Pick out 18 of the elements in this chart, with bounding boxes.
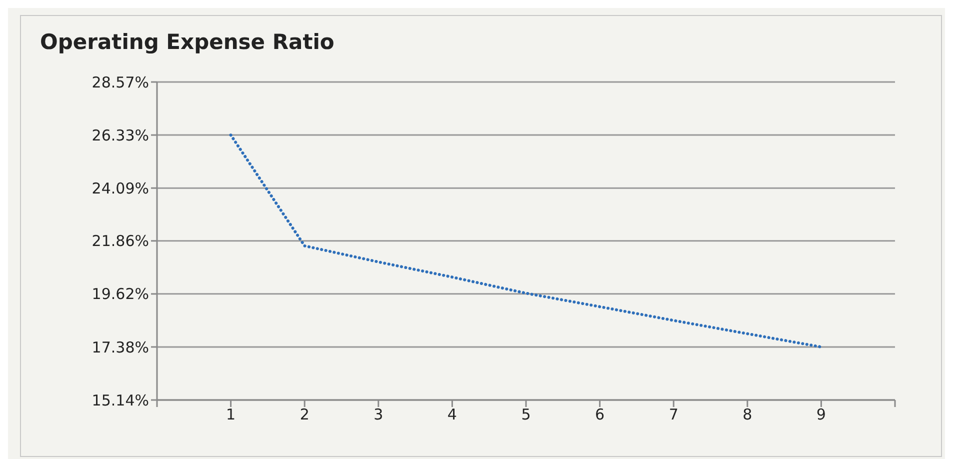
y-tick-label: 15.14% (92, 391, 149, 410)
y-tick-label: 26.33% (92, 126, 149, 144)
x-tick-label: 1 (226, 406, 236, 424)
x-tick-label: 3 (374, 406, 384, 424)
y-tick-label: 19.62% (92, 285, 149, 304)
y-tick-label: 24.09% (92, 179, 149, 198)
chart-title: Operating Expense Ratio (39, 29, 336, 56)
x-tick-label: 9 (816, 406, 826, 424)
x-tick-label: 6 (595, 406, 605, 424)
line-series (229, 134, 823, 348)
y-tick-label: 17.38% (92, 338, 149, 356)
x-tick-label: 7 (668, 406, 678, 424)
y-tick-label: 21.86% (92, 232, 149, 250)
y-tick-label: 28.57% (92, 73, 149, 92)
x-tick-label: 8 (742, 406, 752, 424)
x-tick-label: 5 (521, 406, 531, 424)
x-tick-label: 4 (447, 406, 457, 424)
x-tick-label: 2 (300, 406, 310, 424)
